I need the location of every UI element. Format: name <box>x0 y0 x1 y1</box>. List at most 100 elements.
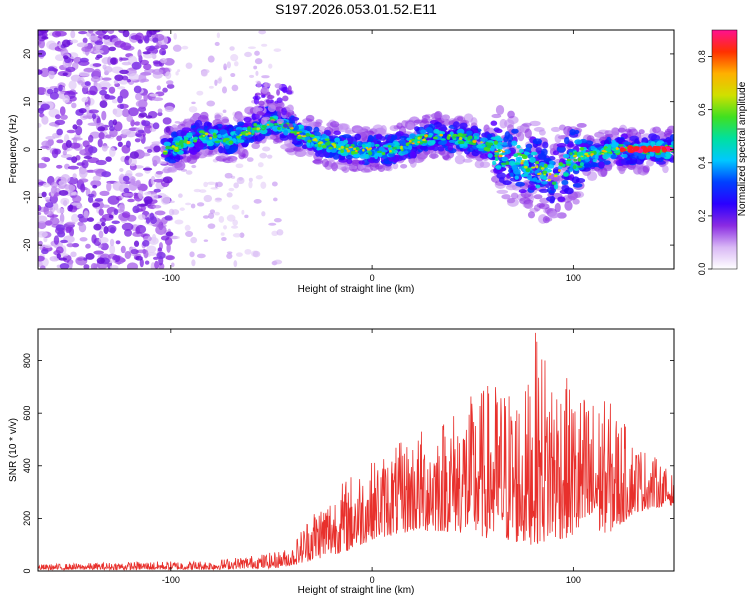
spectrogram-x-tick-label: 100 <box>566 273 581 283</box>
spectrogram-blob <box>236 135 241 139</box>
spectrogram-blob <box>89 85 98 96</box>
spectrogram-blob <box>492 160 497 166</box>
spectrogram-blob <box>430 113 442 118</box>
spectrogram-blob <box>178 139 185 145</box>
spectrogram-blob <box>147 251 157 256</box>
spectrogram-blob <box>479 161 491 169</box>
spectrogram-blob <box>268 63 273 69</box>
spectrogram-blob <box>657 130 665 137</box>
spectrogram-blob <box>146 245 157 254</box>
spectrogram-blob <box>234 61 239 67</box>
spectrogram-blob <box>527 211 536 219</box>
snr-y-tick-label: 800 <box>22 353 32 368</box>
spectrogram-blob <box>190 236 198 244</box>
spectrogram-blob <box>48 69 55 80</box>
spectrogram-blob <box>340 145 344 149</box>
spectrogram-blob <box>638 129 645 135</box>
spectrogram-blob <box>549 143 559 152</box>
spectrogram-blob <box>420 129 427 135</box>
spectrogram-blob <box>144 35 150 44</box>
spectrogram-blob <box>301 137 306 140</box>
spectrogram-blob <box>274 100 279 104</box>
spectrogram-blob <box>143 63 152 70</box>
spectrogram-blob <box>521 155 528 160</box>
spectrogram-blob <box>111 220 120 225</box>
spectrogram-blob <box>108 119 114 128</box>
spectrogram-blob <box>380 124 387 135</box>
spectrogram-blob <box>515 181 525 187</box>
spectrogram-blob <box>38 162 47 169</box>
spectrogram-blob <box>98 131 105 140</box>
spectrogram-blob <box>96 54 103 59</box>
spectrogram-blob <box>542 141 549 149</box>
spectrogram-blob <box>62 72 68 77</box>
spectrogram-x-tick-label: -100 <box>162 273 180 283</box>
spectrogram-blob <box>261 94 266 98</box>
spectrogram-blob <box>508 160 516 166</box>
spectrogram-blob <box>172 44 182 52</box>
spectrogram-blob <box>226 251 233 255</box>
spectrogram-blob <box>214 41 220 47</box>
spectrogram-blob <box>114 74 124 81</box>
spectrogram-blob <box>196 202 205 207</box>
spectrogram-blob <box>135 172 144 177</box>
spectrogram-blob <box>400 164 408 169</box>
spectrogram-blob <box>231 225 239 229</box>
spectrogram-blob <box>188 106 198 113</box>
spectrogram-blob <box>103 226 109 235</box>
spectrogram-blob <box>77 213 84 219</box>
spectrogram-blob <box>179 207 185 211</box>
spectrogram-blob <box>221 236 227 242</box>
spectrogram-blob <box>62 94 70 103</box>
spectrogram-blob <box>63 55 69 60</box>
spectrogram-blob <box>427 140 436 146</box>
spectrogram-y-tick-label: 20 <box>22 49 32 59</box>
spectrogram-blob <box>78 31 88 35</box>
spectrogram-blob <box>107 30 115 35</box>
spectrogram-blob <box>76 42 89 48</box>
spectrogram-blob <box>523 165 528 169</box>
spectrogram-blob <box>183 136 189 141</box>
snr-x-tick-label: -100 <box>162 575 180 585</box>
spectrogram-blob <box>562 195 573 203</box>
spectrogram-blob <box>109 264 119 269</box>
spectrogram-blob <box>171 209 180 215</box>
spectrogram-blob <box>543 173 547 176</box>
spectrogram-blob <box>103 34 110 40</box>
spectrogram-blob <box>108 46 116 52</box>
spectrogram-blob <box>473 135 478 140</box>
spectrogram-blob <box>92 63 102 67</box>
spectrogram-blob <box>214 211 220 216</box>
spectrogram-blob <box>590 153 595 156</box>
spectrogram-blob <box>160 44 169 50</box>
spectrogram-blob <box>556 142 567 148</box>
spectrogram-blob <box>433 121 442 128</box>
spectrogram-blob <box>164 106 175 113</box>
spectrogram-blob <box>159 58 168 64</box>
spectrogram-blob <box>261 117 266 125</box>
spectrogram-blob <box>248 181 253 189</box>
spectrogram-blob <box>83 67 95 73</box>
spectrogram-blob <box>557 196 566 202</box>
spectrogram-blob <box>333 130 341 136</box>
spectrogram-blob <box>99 190 110 196</box>
spectrogram-blob <box>109 227 116 234</box>
spectrogram-blob <box>584 152 589 156</box>
spectrogram-blob <box>152 30 161 33</box>
spectrogram-blob <box>54 30 67 37</box>
spectrogram-blob <box>153 145 161 153</box>
spectrogram-blob <box>441 139 448 145</box>
spectrogram-blob <box>577 151 582 156</box>
spectrogram-blob <box>79 237 88 242</box>
spectrogram-blob <box>81 46 92 52</box>
spectrogram-blob <box>208 85 214 89</box>
spectrogram-blob <box>223 225 227 230</box>
spectrogram-blob <box>340 149 345 153</box>
spectrogram-blob <box>85 252 95 260</box>
spectrogram-blob <box>71 137 83 141</box>
spectrogram-blob <box>98 236 109 244</box>
spectrogram-blob <box>516 144 521 149</box>
spectrogram-blob <box>247 126 252 131</box>
spectrogram-blob <box>68 204 74 210</box>
spectrogram-blob <box>126 78 132 83</box>
